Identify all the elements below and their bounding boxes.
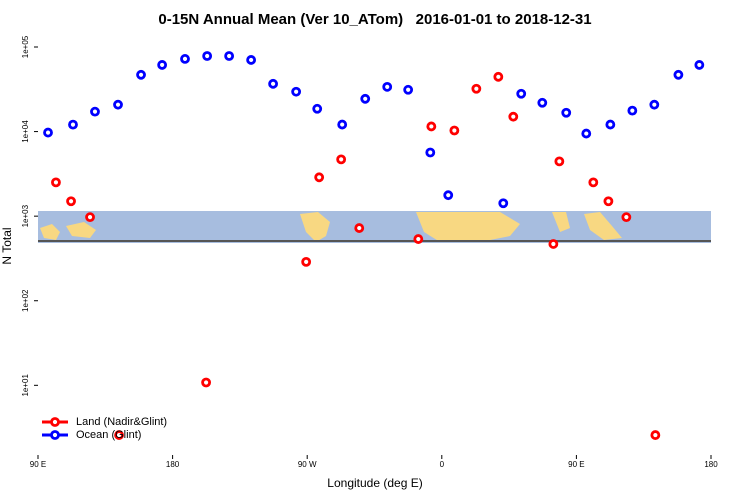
legend-marker xyxy=(50,430,60,440)
x-tick-label: 180 xyxy=(166,460,180,469)
point xyxy=(301,256,312,267)
point xyxy=(561,107,572,118)
point xyxy=(201,377,212,388)
x-tick-label: 90 E xyxy=(568,460,584,469)
y-tick-label: 1e+04 xyxy=(21,120,30,143)
point xyxy=(354,223,365,233)
point xyxy=(425,147,436,158)
y-axis-label: N Total xyxy=(0,227,14,264)
point xyxy=(443,190,454,201)
point xyxy=(268,78,279,89)
series xyxy=(43,51,705,209)
point xyxy=(85,212,95,223)
point xyxy=(508,111,519,122)
x-tick-label: 90 E xyxy=(30,460,46,469)
y-tick-label: 1e+02 xyxy=(21,289,30,312)
point xyxy=(581,128,592,139)
point xyxy=(413,234,424,244)
point xyxy=(426,121,437,132)
point xyxy=(136,69,146,80)
point xyxy=(336,154,347,165)
land-shape xyxy=(552,212,622,240)
point xyxy=(51,177,61,188)
point xyxy=(627,105,638,116)
land-shape xyxy=(40,222,96,240)
point xyxy=(224,51,235,61)
point xyxy=(360,93,371,104)
legend-marker xyxy=(50,417,60,427)
point xyxy=(246,55,257,65)
point xyxy=(66,196,76,207)
point xyxy=(673,69,684,80)
point xyxy=(516,88,527,99)
point xyxy=(382,81,393,92)
map-band xyxy=(38,211,711,243)
point xyxy=(68,119,78,130)
point xyxy=(337,119,348,130)
point xyxy=(114,430,124,440)
point xyxy=(537,97,548,108)
point xyxy=(694,60,705,70)
land-shape xyxy=(416,212,520,242)
legend-label: Land (Nadir&Glint) xyxy=(76,416,167,428)
point xyxy=(498,198,509,209)
x-tick-label: 0 xyxy=(440,460,445,469)
point xyxy=(43,127,53,138)
point xyxy=(493,71,504,82)
point xyxy=(314,172,325,183)
point xyxy=(113,99,123,110)
x-tick-label: 180 xyxy=(704,460,718,469)
point xyxy=(449,125,460,136)
point xyxy=(548,239,559,249)
x-axis-label: Longitude (deg E) xyxy=(327,476,422,490)
y-tick-label: 1e+05 xyxy=(21,35,30,58)
point xyxy=(471,83,482,94)
point xyxy=(312,103,323,114)
chart-title: 0-15N Annual Mean (Ver 10_ATom) 2016-01-… xyxy=(158,11,591,28)
land-shape xyxy=(300,212,330,242)
point xyxy=(605,119,616,130)
point xyxy=(588,177,599,188)
point xyxy=(621,212,632,223)
point xyxy=(180,54,190,64)
point xyxy=(90,106,100,117)
point xyxy=(403,84,414,95)
point xyxy=(157,60,168,70)
point xyxy=(202,51,213,61)
series xyxy=(51,71,661,440)
point xyxy=(603,196,614,207)
point xyxy=(649,99,660,110)
x-tick-label: 90 W xyxy=(298,460,317,469)
point xyxy=(291,86,302,97)
legend-label: Ocean (Glint) xyxy=(76,429,141,441)
point xyxy=(554,156,565,167)
y-tick-label: 1e+03 xyxy=(21,204,30,227)
y-tick-label: 1e+01 xyxy=(21,374,30,397)
point xyxy=(650,430,661,440)
